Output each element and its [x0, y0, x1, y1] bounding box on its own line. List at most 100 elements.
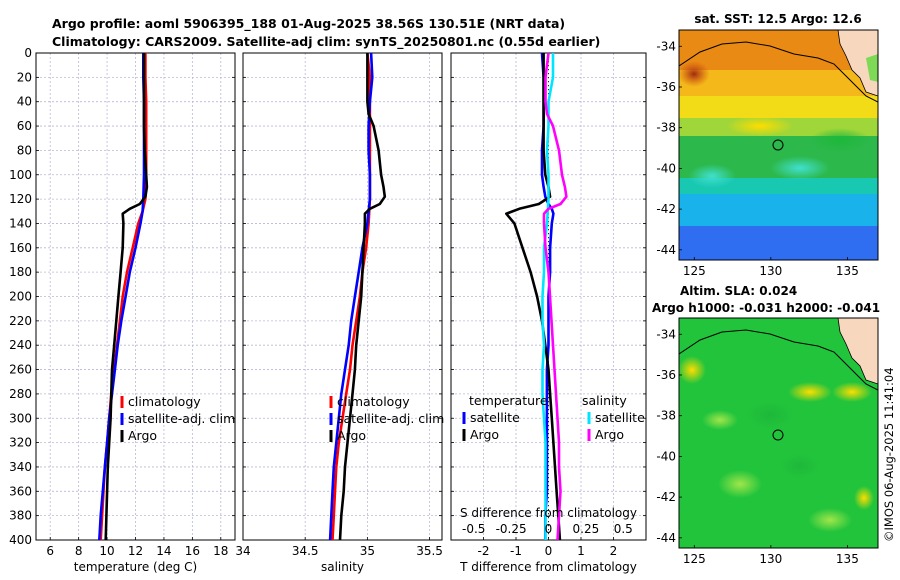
series-line-t-satellite: [540, 52, 555, 540]
xtick-label: 1: [577, 544, 585, 558]
xtick-label: 14: [156, 544, 171, 558]
figure-title-line1: Argo profile: aoml 5906395_188 01-Aug-20…: [52, 16, 565, 32]
legend-label: climatology: [128, 394, 201, 409]
xtick-label: 35.5: [416, 544, 443, 558]
map-xtick-label: 125: [683, 552, 706, 566]
panel-difference: -2 -1 0 1 2 T difference from climatology temp…: [450, 52, 647, 574]
sst-coastline: [837, 30, 878, 97]
xtick-label: 16: [185, 544, 200, 558]
sst-land-gap: [866, 54, 878, 82]
xtick-label: 10: [99, 544, 114, 558]
series-line-t-argo: [504, 53, 562, 541]
ytick-label: 100: [9, 168, 32, 182]
series-line-argo: [104, 53, 149, 541]
x-axis-label: temperature (deg C): [74, 560, 197, 574]
ytick-label: 400: [9, 533, 32, 547]
sla-float-marker: [772, 429, 784, 441]
sla-map-ticks: 125 130 135 -34 -36 -38 -40 -42 -44: [656, 327, 858, 566]
map-ytick-label: -36: [656, 80, 676, 94]
legend-title-salinity: salinity: [582, 393, 627, 408]
sla-anomaly-high-4: [854, 486, 874, 510]
credit-text: ©IMOS 06-Aug-2025 11:41:04: [882, 367, 896, 542]
sla-map-title: Altim. SLA: 0.024: [680, 284, 797, 298]
sla-map-frame: [678, 317, 879, 549]
panel-temperature: 0 20 40 60 80 100 120 140 160 180 200 220 240 260 280 3…: [9, 46, 236, 574]
sla-map-subtitle: Argo h1000: -0.031 h2000: -0.041: [652, 301, 880, 315]
map-ytick-label: -42: [656, 490, 676, 504]
map-xtick-label: 135: [836, 552, 859, 566]
sla-anomaly-mid-2: [808, 508, 852, 532]
sst-band-blue: [679, 226, 878, 260]
xtick-label: -2: [478, 544, 490, 558]
sla-anomaly-high-3: [832, 382, 872, 402]
legend-label: satellite-adj. clim: [337, 411, 444, 426]
map-ytick-label: -38: [656, 121, 676, 135]
xtick-label: 6: [46, 544, 54, 558]
series-line-argo: [338, 53, 387, 541]
xtick-label: 34.5: [292, 544, 319, 558]
ytick-label: 260: [9, 363, 32, 377]
series-line-s-argo: [542, 52, 568, 541]
sst-patch-cyan-1: [688, 164, 736, 188]
sla-coast-contour: [679, 329, 878, 391]
xtick-label: 35: [360, 544, 375, 558]
ytick-label: 200: [9, 290, 32, 304]
s-diff-tick-label: -0.5: [462, 522, 485, 536]
legend-label: Argo: [470, 427, 499, 442]
legend-label: Argo: [337, 428, 366, 443]
s-diff-tick-label: 0.25: [573, 522, 600, 536]
map-xtick-label: 135: [836, 264, 859, 278]
ytick-label: 380: [9, 509, 32, 523]
map-ytick-label: -40: [656, 161, 676, 175]
sla-coastline: [837, 318, 878, 385]
ytick-label: 240: [9, 338, 32, 352]
ytick-label: 0: [24, 46, 32, 60]
xtick-label: 18: [213, 544, 228, 558]
legend-label: Argo: [128, 428, 157, 443]
sst-map-ticks: 125 130 135 -34 -36 -38 -40 -42 -44: [656, 39, 858, 278]
ytick-label: 340: [9, 460, 32, 474]
map-ytick-label: -44: [656, 243, 676, 257]
sst-land: [838, 30, 878, 96]
sst-map-title: sat. SST: 12.5 Argo: 12.6: [694, 12, 861, 26]
ytick-label: 300: [9, 411, 32, 425]
sla-map-background: [679, 318, 878, 548]
legend-label: satellite: [470, 410, 520, 425]
sst-float-marker: [772, 139, 784, 151]
legend-label: climatology: [337, 394, 410, 409]
series-line-s-satellite: [541, 53, 555, 540]
ytick-label: 180: [9, 265, 32, 279]
ytick-label: 120: [9, 192, 32, 206]
map-ytick-label: -44: [656, 531, 676, 545]
ytick-label: 80: [17, 143, 32, 157]
legend-label: satellite: [595, 410, 645, 425]
legend-title-temperature: temperature: [469, 393, 548, 408]
figure-title-line2: Climatology: CARS2009. Satellite-adj cli…: [52, 34, 600, 50]
map-ytick-label: -36: [656, 368, 676, 382]
sst-map: sat. SST: 12.5 Argo: 12.6 125 130 135 -34 -3…: [656, 12, 879, 278]
ytick-label: 40: [17, 95, 32, 109]
panel-salinity: 34 34.5 35 35.5 salinity climatology satellite…: [235, 52, 444, 574]
sla-map: Altim. SLA: 0.024 Argo h1000: -0.031 h20…: [652, 284, 880, 566]
sla-anomaly-mid-3: [702, 410, 738, 430]
sla-anomaly-high-2: [788, 382, 832, 402]
ytick-label: 320: [9, 436, 32, 450]
series-line-satellite-adj-clim: [328, 52, 374, 541]
s-diff-tick-label: 0: [545, 522, 553, 536]
x-axis-label: salinity: [321, 560, 364, 574]
sst-warm-eddy: [679, 61, 710, 87]
x-axis-label: T difference from climatology: [459, 560, 637, 574]
sst-band-cyan: [679, 194, 878, 228]
legend-label: satellite-adj. clim: [128, 411, 235, 426]
s-diff-axis-label: S difference from climatology: [460, 506, 637, 520]
sst-coast-contour: [679, 41, 878, 103]
xtick-label: 34: [235, 544, 250, 558]
sla-anomaly-mid-1: [718, 470, 762, 498]
map-xtick-label: 125: [683, 264, 706, 278]
sst-map-frame: [678, 29, 879, 261]
map-ytick-label: -42: [656, 202, 676, 216]
sla-anomaly-low-2: [780, 454, 820, 478]
sst-patch-green-1: [810, 128, 870, 152]
map-ytick-label: -34: [656, 39, 676, 53]
